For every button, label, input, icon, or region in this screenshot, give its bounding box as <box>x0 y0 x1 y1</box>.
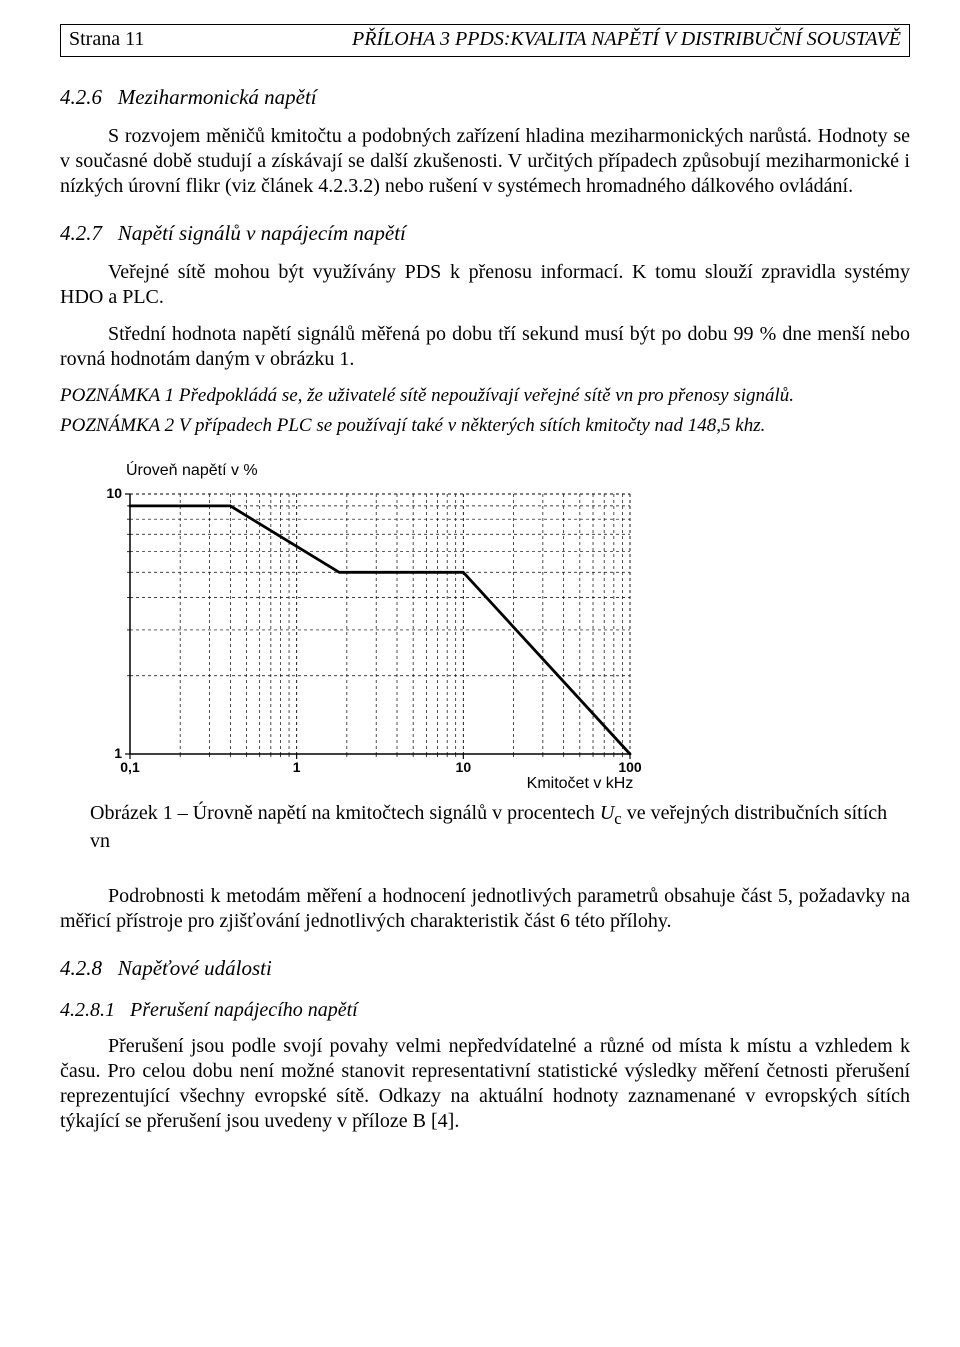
figure-1-caption: Obrázek 1 – Úrovně napětí na kmitočtech … <box>90 801 910 855</box>
paragraph: S rozvojem měničů kmitočtu a podobných z… <box>60 124 910 199</box>
section-4-2-8-1-heading: 4.2.8.1 Přerušení napájecího napětí <box>60 999 910 1022</box>
page: Strana 11 PŘÍLOHA 3 PPDS:KVALITA NAPĚTÍ … <box>0 0 960 1186</box>
section-number: 4.2.7 <box>60 221 102 245</box>
y-axis-label: Úroveň napětí v % <box>126 462 910 480</box>
section-title: Napětí signálů v napájecím napětí <box>118 221 406 245</box>
paragraph: Přerušení jsou podle svojí povahy velmi … <box>60 1034 910 1134</box>
svg-text:0,1: 0,1 <box>120 759 140 775</box>
section-4-2-7-heading: 4.2.7 Napětí signálů v napájecím napětí <box>60 221 910 246</box>
subsection-title: Přerušení napájecího napětí <box>130 999 358 1021</box>
paragraph: Veřejné sítě mohou být využívány PDS k p… <box>60 260 910 310</box>
section-4-2-8-heading: 4.2.8 Napěťové události <box>60 956 910 981</box>
page-number: Strana 11 <box>69 28 144 51</box>
svg-text:1: 1 <box>114 745 122 761</box>
uc-symbol: U <box>600 802 614 824</box>
page-header: Strana 11 PŘÍLOHA 3 PPDS:KVALITA NAPĚTÍ … <box>60 24 910 57</box>
svg-text:100: 100 <box>618 759 642 775</box>
uc-subscript: c <box>614 809 621 828</box>
subsection-number: 4.2.8.1 <box>60 999 115 1021</box>
note-1: POZNÁMKA 1 Předpokládá se, že uživatelé … <box>60 384 910 408</box>
svg-text:10: 10 <box>106 485 122 501</box>
section-number: 4.2.6 <box>60 85 102 109</box>
note-2: POZNÁMKA 2 V případech PLC se používají … <box>60 414 910 438</box>
header-title: PŘÍLOHA 3 PPDS:KVALITA NAPĚTÍ V DISTRIBU… <box>352 28 901 51</box>
svg-text:1: 1 <box>293 759 301 775</box>
svg-text:10: 10 <box>456 759 472 775</box>
section-number: 4.2.8 <box>60 956 102 980</box>
figure-1: Úroveň napětí v % 0,1110100110 Kmitočet … <box>90 462 910 793</box>
caption-text: Obrázek 1 – Úrovně napětí na kmitočtech … <box>90 802 600 824</box>
paragraph: Střední hodnota napětí signálů měřená po… <box>60 322 910 372</box>
section-title: Meziharmonická napětí <box>118 85 317 109</box>
chart-plot: 0,1110100110 <box>90 484 650 784</box>
paragraph: Podrobnosti k metodám měření a hodnocení… <box>60 884 910 934</box>
section-4-2-6-heading: 4.2.6 Meziharmonická napětí <box>60 85 910 110</box>
section-title: Napěťové události <box>118 956 272 980</box>
